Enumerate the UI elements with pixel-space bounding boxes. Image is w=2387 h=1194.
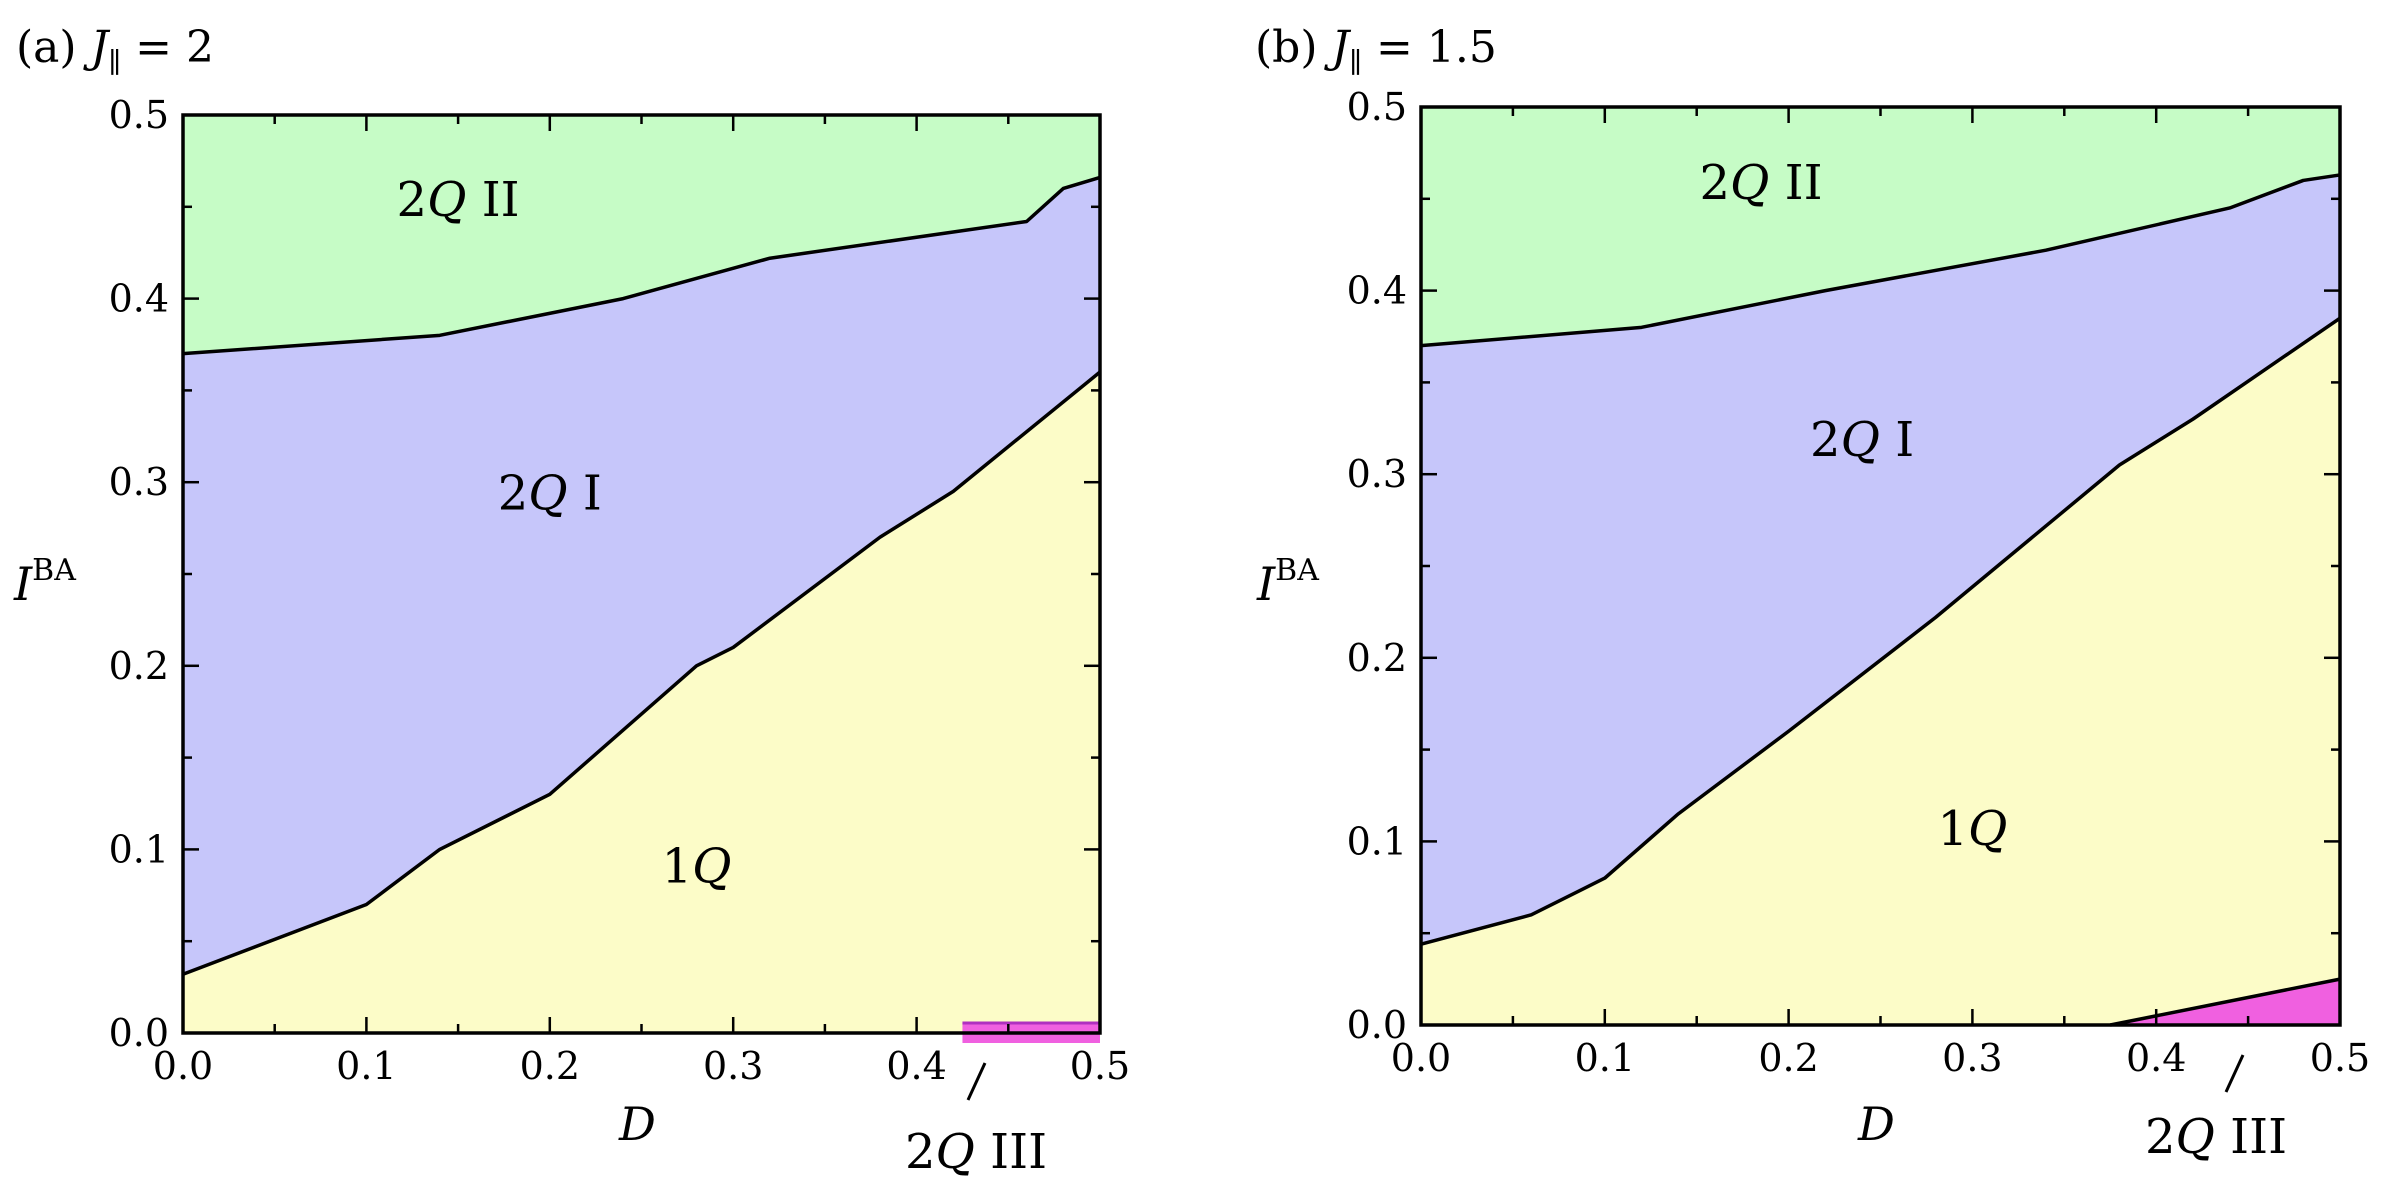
region-2q-i xyxy=(1421,174,2340,945)
y-tick-label: 0.3 xyxy=(1347,452,1407,496)
y-tick-label: 0.0 xyxy=(109,1011,169,1055)
boundary-2q-iii xyxy=(2109,977,2341,1027)
panel-title: (a) J∥ = 2 xyxy=(16,22,214,79)
region-1q xyxy=(1421,318,2340,1025)
y-tick-label: 0.2 xyxy=(109,644,169,688)
y-tick-label: 0.2 xyxy=(1347,636,1407,680)
label-pointer-line xyxy=(966,1062,987,1101)
region-label: 2Q I xyxy=(498,466,602,522)
y-tick-label: 0.5 xyxy=(1347,85,1407,129)
x-axis-label: D xyxy=(1857,1097,1895,1151)
region-label-2q-iii: 2Q III xyxy=(905,1124,1047,1180)
x-tick-label: 0.2 xyxy=(1758,1036,1818,1080)
x-tick-label: 0.4 xyxy=(886,1044,946,1088)
region-label: 1Q xyxy=(662,838,732,894)
x-axis-label: D xyxy=(618,1097,656,1151)
panel-title: (b) J∥ = 1.5 xyxy=(1255,22,1497,79)
y-tick-label: 0.4 xyxy=(109,277,169,321)
boundary-1q-2q-i xyxy=(182,370,1102,976)
boundary-1q-2q-i xyxy=(1420,316,2341,946)
x-tick-label: 0.0 xyxy=(153,1044,213,1088)
x-tick-label: 0.4 xyxy=(2126,1036,2186,1080)
y-tick-label: 0.1 xyxy=(109,827,169,871)
y-tick-label: 0.3 xyxy=(109,460,169,504)
y-tick-label: 0.5 xyxy=(109,93,169,137)
region-label: 1Q xyxy=(1937,801,2007,857)
x-tick-label: 0.3 xyxy=(703,1044,763,1088)
region-label: 2Q II xyxy=(397,172,520,228)
boundary-2q-i-2q-ii xyxy=(182,175,1101,356)
label-pointer-line xyxy=(2224,1054,2245,1093)
region-1q xyxy=(183,372,1100,1033)
y-axis-label: IBA xyxy=(1256,553,1319,611)
y-axis-label: IBA xyxy=(13,553,76,611)
x-tick-label: 0.5 xyxy=(1070,1044,1130,1088)
y-tick-label: 0.0 xyxy=(1347,1003,1407,1047)
x-tick-label: 0.5 xyxy=(2310,1036,2370,1080)
region-2q-i xyxy=(183,177,1100,975)
region-label: 2Q II xyxy=(1699,155,1822,211)
panel-a: 0.0 0.1 0.2 0.3 0.4 0.5 0.0 0.1 0.2 0.3 0.4 0.5 (a) … xyxy=(13,22,1130,1180)
region-2q-ii xyxy=(183,115,1100,354)
y-tick-label: 0.4 xyxy=(1347,269,1407,313)
boundary-2q-i-2q-ii xyxy=(1420,173,2341,348)
panel-b: 0.0 0.1 0.2 0.3 0.4 0.5 0.0 0.1 0.2 0.3 0.4 0.5 (b) … xyxy=(1255,22,2370,1165)
y-tick-label: 0.1 xyxy=(1347,819,1407,863)
region-2q-ii xyxy=(1421,107,2340,346)
x-tick-label: 0.1 xyxy=(336,1044,396,1088)
x-tick-label: 0.3 xyxy=(1942,1036,2002,1080)
region-label-2q-iii: 2Q III xyxy=(2145,1109,2287,1165)
region-label: 2Q I xyxy=(1810,412,1914,468)
x-tick-label: 0.0 xyxy=(1391,1036,1451,1080)
x-tick-label: 0.2 xyxy=(520,1044,580,1088)
x-tick-label: 0.1 xyxy=(1575,1036,1635,1080)
